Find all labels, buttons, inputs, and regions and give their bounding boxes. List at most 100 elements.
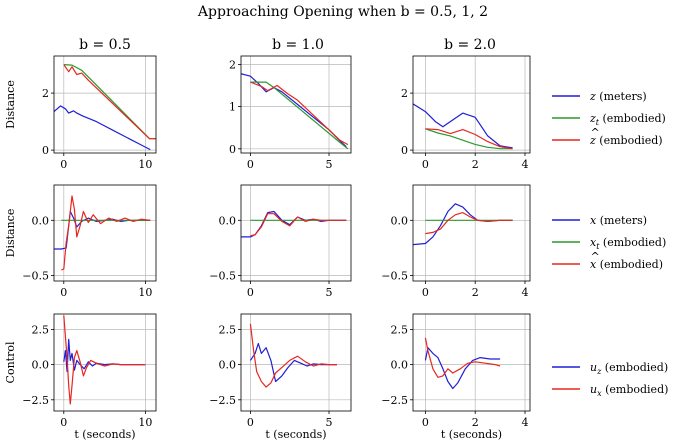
plot-frame (53, 55, 157, 154)
series-line-x-hat (250, 213, 347, 237)
hat-accent: ^ (591, 126, 600, 139)
x-axis-label: t (seconds) (265, 428, 326, 441)
plot-frame (412, 55, 531, 154)
column-title-b20: b = 2.0 (444, 37, 496, 53)
y-tick-label: 2.5 (219, 324, 237, 337)
x-tick-label: 2 (472, 158, 479, 171)
y-tick-label: 0 (229, 143, 236, 156)
plot-frame (412, 313, 531, 412)
x-tick-label: 0 (60, 286, 67, 299)
series-line-z-t (250, 81, 349, 150)
legend-entry: z (meters) (589, 90, 647, 103)
panel-r2-c0: 0 10 −2.5 0.0 2.5 Control t (seconds) (4, 313, 157, 441)
legend-row-1: x (meters) xt (embodied) x (embodied)^ (552, 214, 666, 271)
column-title-b10: b = 1.0 (272, 37, 324, 53)
y-tick-label: 2 (229, 58, 236, 71)
panel-r0-c1: 0 5 0 1 2 (229, 55, 352, 171)
x-tick-label: 10 (138, 158, 152, 171)
series-line-z-t (425, 128, 513, 150)
plot-frame (412, 184, 531, 282)
x-tick-label: 10 (138, 416, 152, 429)
plot-frame (240, 184, 352, 282)
x-tick-label: 2 (472, 416, 479, 429)
series-line-u-z (249, 342, 337, 383)
y-tick-label: 1 (229, 101, 236, 114)
legend-entry: x (meters) (590, 214, 647, 227)
plot-frame (53, 313, 157, 412)
y-tick-label: 0.0 (219, 214, 237, 227)
x-tick-label: 10 (138, 286, 152, 299)
y-tick-label: 0.0 (391, 359, 409, 372)
legend-entry: z (embodied) (589, 134, 663, 147)
legend-row-2: uz (embodied) ux (embodied) (552, 361, 668, 398)
chart-title: Approaching Opening when b = 0.5, 1, 2 (197, 4, 488, 20)
x-tick-label: 0 (422, 158, 429, 171)
legend-entry: uz (embodied) (590, 361, 668, 376)
y-tick-label: −0.5 (22, 270, 49, 283)
y-tick-label: −2.5 (381, 394, 408, 407)
plot-frame (53, 184, 157, 282)
series-line-u-x (63, 315, 146, 405)
series-line-z-hat (425, 128, 513, 150)
x-tick-label: 0 (422, 416, 429, 429)
legend-entry: x (embodied) (590, 258, 663, 271)
legend-entry: ux (embodied) (590, 383, 668, 398)
y-axis-label: Distance (4, 209, 17, 258)
panel-r0-c0: 0 10 0 2 Distance (4, 55, 157, 171)
series-line-z-hat (250, 81, 349, 146)
y-axis-label: Distance (4, 80, 17, 129)
panel-r1-c1: 0 5 −0.5 0.0 (209, 184, 352, 299)
y-tick-label: 2 (401, 87, 408, 100)
y-tick-label: 2.5 (32, 324, 50, 337)
series-line-z (413, 103, 513, 149)
y-axis-label: Control (4, 341, 17, 383)
x-tick-label: 4 (522, 416, 529, 429)
y-tick-label: −2.5 (22, 394, 49, 407)
panel-r1-c2: 0 2 4 −0.5 0.0 (381, 184, 531, 299)
y-tick-label: 0.0 (391, 214, 409, 227)
series-line-z-hat (63, 64, 156, 140)
x-axis-label: t (seconds) (74, 428, 135, 441)
x-tick-label: 0 (247, 286, 254, 299)
y-tick-label: −0.5 (209, 270, 236, 283)
y-tick-label: 0 (401, 144, 408, 157)
x-tick-label: 2 (472, 286, 479, 299)
panel-r0-c2: 0 2 4 0 2 (401, 55, 531, 171)
x-tick-label: 0 (422, 286, 429, 299)
legend-entry: zt (embodied) (589, 112, 666, 127)
series-line-x-hat (425, 212, 513, 235)
series-line-u-x (249, 323, 337, 388)
series-line-u-z (63, 338, 146, 373)
series-line-z (54, 105, 151, 151)
x-tick-label: 4 (522, 286, 529, 299)
series-line-x (413, 203, 513, 246)
plot-frame (240, 313, 352, 412)
x-tick-label: 0 (60, 416, 67, 429)
y-tick-label: −2.5 (209, 394, 236, 407)
legend-row-0: z (meters) zt (embodied) z (embodied)^ (552, 90, 666, 147)
y-tick-label: 0.0 (32, 214, 50, 227)
panel-r2-c2: 0 2 4 −2.5 0.0 2.5 t (seconds) (381, 313, 531, 441)
x-tick-label: 0 (60, 158, 67, 171)
x-tick-label: 0 (247, 158, 254, 171)
y-tick-label: 0.0 (32, 359, 50, 372)
panel-r2-c1: 0 5 −2.5 0.0 2.5 t (seconds) (209, 313, 352, 441)
hat-accent: ^ (591, 250, 600, 263)
x-axis-label: t (seconds) (441, 428, 502, 441)
plot-frame (240, 55, 352, 154)
series-line-x-hat (61, 195, 151, 271)
x-tick-label: 4 (522, 158, 529, 171)
y-tick-label: 0 (42, 144, 49, 157)
panel-r1-c0: 0 10 −0.5 0.0 Distance (4, 184, 157, 299)
series-line-u-x (424, 337, 501, 378)
y-tick-label: 0.0 (219, 359, 237, 372)
legend-entry: xt (embodied) (590, 236, 666, 251)
series-line-u-z (424, 347, 501, 390)
y-tick-label: 2 (42, 87, 49, 100)
y-tick-label: −0.5 (381, 270, 408, 283)
x-tick-label: 5 (326, 158, 333, 171)
column-title-b05: b = 0.5 (79, 37, 131, 53)
x-tick-label: 0 (247, 416, 254, 429)
x-tick-label: 5 (326, 416, 333, 429)
